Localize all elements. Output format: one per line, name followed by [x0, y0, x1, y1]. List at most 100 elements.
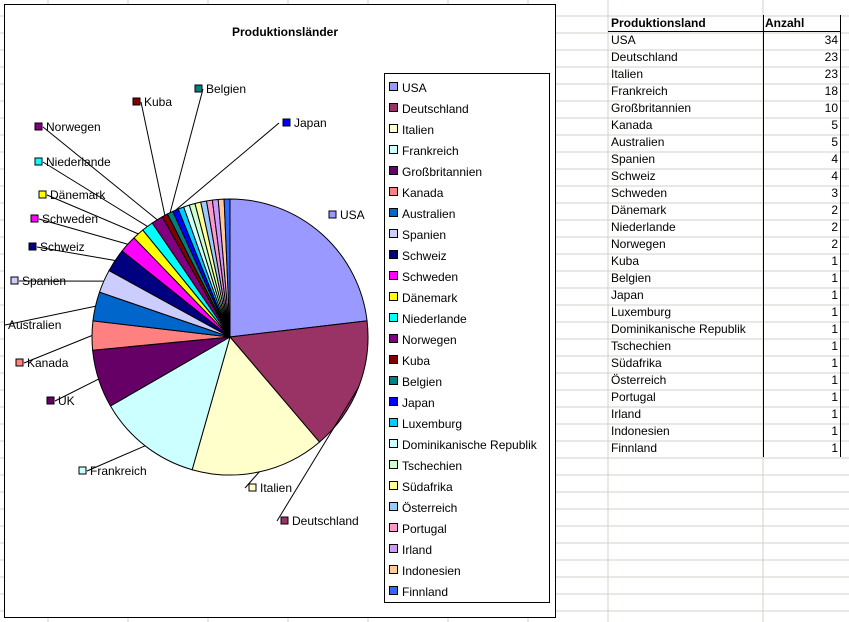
column-header-count[interactable]: Anzahl — [765, 16, 805, 30]
slice-label-text-2: Deutschland — [292, 514, 359, 528]
legend-swatch — [389, 103, 398, 113]
slice-label-4: Frankreich — [78, 445, 147, 478]
legend-item-deutschland[interactable]: Deutschland — [389, 99, 469, 117]
table-cell-count[interactable]: 2 — [831, 220, 838, 234]
legend-item-spanien[interactable]: Spanien — [389, 225, 446, 243]
legend-label: Portugal — [402, 521, 447, 536]
table-cell-country[interactable]: USA — [611, 33, 636, 47]
table-cell-count[interactable]: 5 — [831, 118, 838, 132]
table-cell-country[interactable]: Kanada — [611, 118, 653, 132]
table-cell-country[interactable]: Norwegen — [611, 237, 666, 251]
table-cell-country[interactable]: Südafrika — [611, 356, 662, 370]
pie-slice-deutschland[interactable] — [229, 320, 369, 443]
table-cell-country[interactable]: Spanien — [611, 152, 656, 166]
slice-label-text-7: Australien — [8, 318, 61, 332]
table-cell-country[interactable]: Österreich — [611, 373, 667, 387]
legend-item-italien[interactable]: Italien — [389, 120, 434, 138]
legend-label: Schweden — [402, 269, 459, 284]
table-cell-count[interactable]: 5 — [831, 135, 838, 149]
table-cell-country[interactable]: Tschechien — [611, 339, 672, 353]
legend-swatch — [389, 418, 398, 428]
legend-item-dominikanische-republik[interactable]: Dominikanische Republik — [389, 435, 537, 453]
table-cell-count[interactable]: 18 — [824, 84, 838, 98]
table-cell-country[interactable]: Portugal — [611, 390, 656, 404]
legend-swatch — [389, 229, 398, 239]
table-cell-count[interactable]: 34 — [824, 33, 838, 47]
table-cell-count[interactable]: 1 — [831, 390, 838, 404]
pie-slice-frankreich[interactable] — [109, 335, 231, 471]
table-cell-count[interactable]: 1 — [831, 441, 838, 455]
table-cell-country[interactable]: Kuba — [611, 254, 640, 268]
table-cell-country[interactable]: Italien — [611, 67, 644, 81]
legend-label: Dänemark — [402, 290, 458, 305]
table-cell-count[interactable]: 23 — [824, 50, 838, 64]
legend-swatch — [389, 187, 398, 197]
table-cell-country[interactable]: Niederlande — [611, 220, 676, 234]
legend-item-kanada[interactable]: Kanada — [389, 183, 443, 201]
legend-item-schweden[interactable]: Schweden — [389, 267, 458, 285]
legend-item-luxemburg[interactable]: Luxemburg — [389, 414, 462, 432]
table-cell-count[interactable]: 4 — [831, 152, 838, 166]
table-cell-country[interactable]: Deutschland — [611, 50, 678, 64]
table-cell-count[interactable]: 3 — [831, 186, 838, 200]
table-cell-country[interactable]: Dänemark — [611, 203, 667, 217]
legend-item-kuba[interactable]: Kuba — [389, 351, 430, 369]
slice-label-text-8: Spanien — [22, 274, 66, 288]
table-cell-country[interactable]: Frankreich — [611, 84, 668, 98]
legend-label: Italien — [402, 122, 435, 137]
legend-item-japan[interactable]: Japan — [389, 393, 435, 411]
table-cell-count[interactable]: 2 — [831, 237, 838, 251]
legend-swatch — [389, 271, 398, 281]
table-cell-count[interactable]: 1 — [831, 407, 838, 421]
legend-item-belgien[interactable]: Belgien — [389, 372, 442, 390]
table-cell-country[interactable]: Irland — [611, 407, 642, 421]
table-cell-count[interactable]: 1 — [831, 373, 838, 387]
table-cell-country[interactable]: Schweiz — [611, 169, 656, 183]
table-cell-count[interactable]: 1 — [831, 356, 838, 370]
legend-item-schweiz[interactable]: Schweiz — [389, 246, 447, 264]
pie-slice-finnland[interactable] — [223, 198, 231, 338]
legend-item--sterreich[interactable]: Österreich — [389, 498, 457, 516]
legend-item-indonesien[interactable]: Indonesien — [389, 561, 461, 579]
table-cell-country[interactable]: Finnland — [611, 441, 658, 455]
chart-legend[interactable]: USA Deutschland Italien Frankreich Großbrita… — [384, 73, 550, 603]
slice-label-14: Kuba — [132, 95, 172, 216]
table-cell-country[interactable]: Luxemburg — [611, 305, 672, 319]
table-right-border — [840, 15, 841, 457]
column-header-country[interactable]: Produktionsland — [611, 16, 706, 30]
table-cell-country[interactable]: Australien — [611, 135, 665, 149]
slice-label-9: Schweiz — [28, 240, 116, 261]
table-cell-count[interactable]: 1 — [831, 339, 838, 353]
pie-slice-usa[interactable] — [229, 198, 368, 338]
legend-item-frankreich[interactable]: Frankreich — [389, 141, 459, 159]
table-cell-country[interactable]: Schweden — [611, 186, 668, 200]
legend-item-tschechien[interactable]: Tschechien — [389, 456, 462, 474]
table-cell-count[interactable]: 1 — [831, 254, 838, 268]
legend-item-australien[interactable]: Australien — [389, 204, 455, 222]
legend-swatch — [389, 334, 398, 344]
pie-chart[interactable]: USA Deutschland Italien Frankreich UK Kanada A… — [4, 4, 556, 618]
legend-item-irland[interactable]: Irland — [389, 540, 432, 558]
legend-item-s-dafrika[interactable]: Südafrika — [389, 477, 453, 495]
table-cell-country[interactable]: Belgien — [611, 271, 652, 285]
legend-item-d-nemark[interactable]: Dänemark — [389, 288, 457, 306]
legend-item-gro-britannien[interactable]: Großbritannien — [389, 162, 482, 180]
legend-item-usa[interactable]: USA — [389, 78, 427, 96]
legend-item-finnland[interactable]: Finnland — [389, 582, 448, 600]
table-cell-count[interactable]: 1 — [831, 271, 838, 285]
table-cell-count[interactable]: 23 — [824, 67, 838, 81]
table-cell-country[interactable]: Dominikanische Republik — [611, 322, 746, 336]
legend-item-niederlande[interactable]: Niederlande — [389, 309, 467, 327]
table-cell-count[interactable]: 1 — [831, 322, 838, 336]
table-cell-count[interactable]: 1 — [831, 424, 838, 438]
legend-item-norwegen[interactable]: Norwegen — [389, 330, 457, 348]
table-cell-count[interactable]: 10 — [824, 101, 838, 115]
table-cell-count[interactable]: 1 — [831, 288, 838, 302]
table-cell-count[interactable]: 1 — [831, 305, 838, 319]
table-cell-count[interactable]: 4 — [831, 169, 838, 183]
table-cell-country[interactable]: Großbritannien — [611, 101, 692, 115]
legend-item-portugal[interactable]: Portugal — [389, 519, 447, 537]
table-cell-count[interactable]: 2 — [831, 203, 838, 217]
table-cell-country[interactable]: Japan — [611, 288, 644, 302]
table-cell-country[interactable]: Indonesien — [611, 424, 670, 438]
